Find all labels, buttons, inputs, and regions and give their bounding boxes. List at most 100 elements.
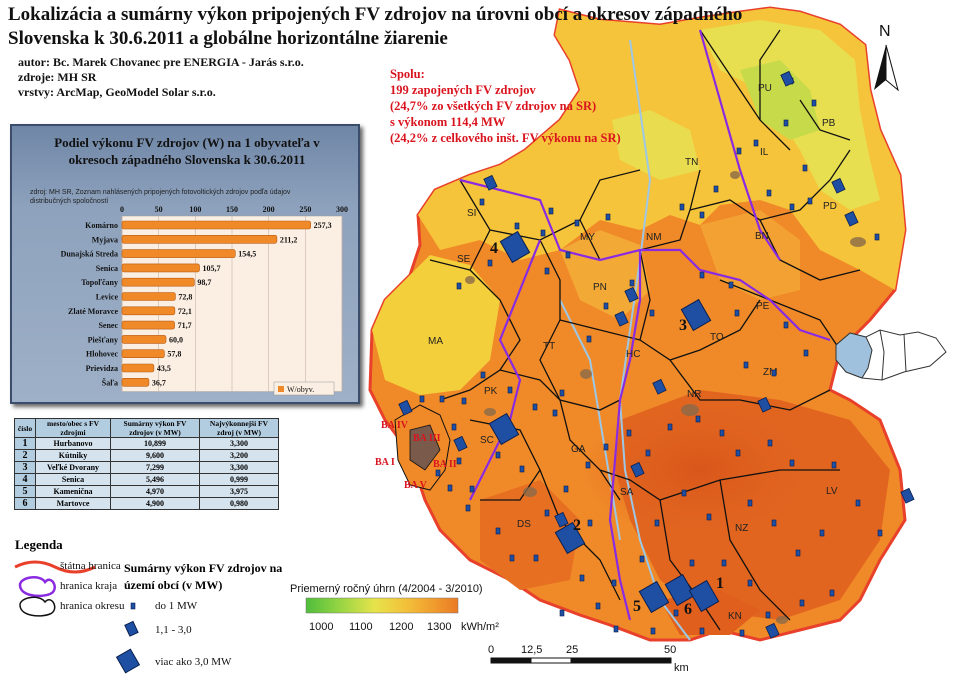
site-numbers: 1 2 3 4 5 6 <box>490 240 724 618</box>
scale-label-25: 25 <box>566 644 579 656</box>
table-cell: 3,300 <box>199 437 279 450</box>
legend-medium-site <box>124 620 139 637</box>
x-tick-label: 100 <box>189 205 201 214</box>
table-cell: 7,299 <box>110 461 200 474</box>
irr-label-1200: 1200 <box>389 621 414 633</box>
table-cell: 4 <box>14 473 36 486</box>
district-se: SE <box>457 254 471 265</box>
district-labels: SI MY NM TN PU PB IL PD SE BN PE MA PN T… <box>428 83 838 622</box>
meta-sources: zdroje: MH SR <box>18 70 97 84</box>
district-pe: PE <box>756 301 770 312</box>
legend-small-site <box>130 602 136 610</box>
value-label: 60,0 <box>169 335 183 344</box>
district-ba3: BA III <box>413 433 441 444</box>
table-cell: Senica <box>35 473 111 486</box>
district-ba2: BA II <box>433 459 457 470</box>
table-header-row: číslo mesto/obec s FV zdrojmi Sumárny vý… <box>14 418 279 438</box>
bar <box>121 292 176 301</box>
summary-box: Spolu: 199 zapojených FV zdrojov (24,7% … <box>390 66 621 146</box>
bar <box>121 363 155 373</box>
district-kn: KN <box>728 611 742 622</box>
category-label: Senec <box>98 321 118 330</box>
scale-unit: km <box>674 662 689 674</box>
table-cell: Kútniky <box>35 449 111 462</box>
table-row: 3 Veľké Dvorany 7,299 3,300 <box>14 461 279 474</box>
fv-sites-medium <box>398 70 915 639</box>
legend-power-title: Sumárny výkon FV zdrojov na území obcí (… <box>124 561 283 592</box>
district-hc: HC <box>626 349 640 360</box>
legend-large-site <box>115 648 141 674</box>
district-ga: GA <box>571 444 586 455</box>
value-label: 57,8 <box>167 350 181 359</box>
category-label: Šaľa <box>102 377 118 387</box>
bratislava-area <box>394 404 451 491</box>
table-cell: 0,980 <box>199 497 279 510</box>
north-label: N <box>879 23 891 40</box>
fv-sites-large <box>488 230 720 614</box>
bar <box>121 277 195 287</box>
irradiation-scale <box>305 597 459 614</box>
table-cell: 2 <box>14 449 36 462</box>
district-il: IL <box>760 147 769 158</box>
district-si: SI <box>467 208 476 219</box>
table-cell: 3,975 <box>199 485 279 498</box>
scale-label-50: 50 <box>664 644 677 656</box>
value-label: 71,7 <box>178 321 192 330</box>
district-tn: TN <box>685 157 698 168</box>
site-number-4: 4 <box>490 240 498 257</box>
district-sa: SA <box>620 487 634 498</box>
value-label: 72,8 <box>178 293 192 302</box>
table-cell: 0,999 <box>199 473 279 486</box>
table-row: 2 Kútniky 9,600 3,200 <box>14 449 279 462</box>
site-number-3: 3 <box>679 317 687 334</box>
table-header-cell: mesto/obec s FV zdrojmi <box>35 418 111 438</box>
table-cell: 3 <box>14 461 36 474</box>
meta-layers: vrstvy: ArcMap, GeoModel Solar s.r.o. <box>18 85 216 99</box>
summary-line-5: (24,2% z celkového inšt. FV výkonu na SR… <box>390 131 621 145</box>
rivers <box>559 39 691 641</box>
legend-district: hranica okresu <box>60 600 125 612</box>
summary-line-1: Spolu: <box>390 67 425 81</box>
x-tick-label: 50 <box>155 205 163 214</box>
table-header-cell: Sumárny výkon FV zdrojov (v MW) <box>110 418 200 438</box>
north-arrow: N <box>874 23 899 92</box>
district-pu: PU <box>758 83 772 94</box>
district-to: TO <box>710 332 724 343</box>
value-label: 211,2 <box>280 235 298 244</box>
category-label: Senica <box>96 264 118 273</box>
value-label: 98,7 <box>197 278 211 287</box>
district-ds: DS <box>517 519 531 530</box>
table-cell: 5,496 <box>110 473 200 486</box>
ba-labels: BA IV BA III BA I BA II BA V <box>375 420 457 491</box>
region-boundaries <box>459 29 831 621</box>
category-label: Hlohovec <box>86 350 118 359</box>
chart-note: zdroj: MH SR, Zoznam nahlásených pripoje… <box>30 189 291 205</box>
scale-label-0: 0 <box>488 644 495 656</box>
bar <box>121 263 200 273</box>
bar <box>121 249 236 258</box>
table-row: 1 Hurbanovo 10,899 3,300 <box>14 437 279 450</box>
district-zm: ZM <box>763 367 777 378</box>
chart-legend-swatch <box>278 386 284 392</box>
table-cell: 3,300 <box>199 461 279 474</box>
x-tick-label: 0 <box>120 205 124 214</box>
x-tick-label: 300 <box>336 205 348 214</box>
district-nr: NR <box>687 389 701 400</box>
table-row: 5 Kamenična 4,970 3,975 <box>14 485 279 498</box>
value-label: 43,5 <box>157 364 171 373</box>
legend-title: Legenda <box>15 537 63 552</box>
category-label: Zlaté Moravce <box>68 307 118 316</box>
category-label: Dunajská Streda <box>61 250 118 259</box>
table-row: 4 Senica 5,496 0,999 <box>14 473 279 486</box>
summary-line-2: 199 zapojených FV zdrojov <box>390 83 536 97</box>
bar <box>121 220 311 230</box>
district-ba4: BA IV <box>381 420 409 431</box>
bar-chart-panel: Podiel výkonu FV zdrojov (W) na 1 obyvat… <box>10 124 360 404</box>
urban-spots <box>465 171 866 624</box>
district-sc: SC <box>480 435 494 446</box>
state-border-symbol <box>14 560 96 574</box>
bar <box>121 235 278 244</box>
district-pd: PD <box>823 201 837 212</box>
district-nm: NM <box>646 232 662 243</box>
